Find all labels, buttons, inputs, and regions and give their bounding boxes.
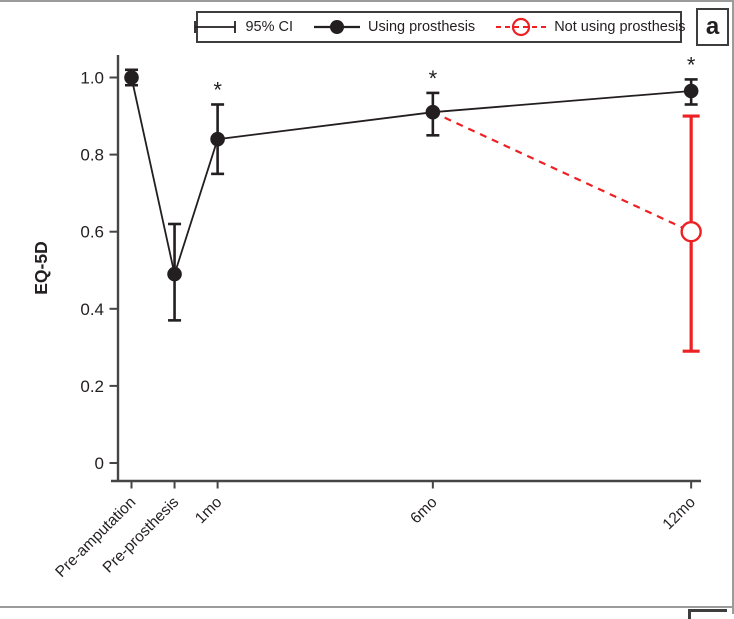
y-tick-label: 1.0	[80, 69, 104, 88]
legend-item-using-prosthesis: Using prosthesis	[313, 18, 475, 36]
open-circle-dashed-line-icon	[496, 17, 547, 37]
legend-label-not-using-prosthesis: Not using prosthesis	[554, 19, 686, 35]
legend-item-95ci: 95% CI	[192, 18, 293, 36]
panel-label-box: a	[696, 8, 729, 46]
figure-border-right	[732, 0, 734, 614]
data-point-using-prosthesis	[210, 131, 225, 147]
legend-label-using-prosthesis: Using prosthesis	[368, 19, 476, 35]
y-tick-label: 0.6	[80, 223, 104, 242]
series-using-prosthesis-line	[130, 77, 692, 278]
error-bar-icon	[194, 21, 237, 33]
x-tick-label: 1mo	[192, 494, 225, 527]
data-point-using-prosthesis	[425, 104, 441, 120]
panel-label: a	[705, 13, 720, 40]
y-tick-label: 0.2	[80, 377, 104, 396]
figure-border-top	[0, 0, 734, 2]
figure-border-bottom	[0, 606, 734, 608]
y-tick-label: 0.8	[80, 146, 104, 165]
legend-item-not-using-prosthesis: Not using prosthesis	[495, 17, 686, 37]
x-tick-label: 12mo	[660, 494, 699, 533]
data-point-not-using-prosthesis	[680, 220, 702, 243]
y-axis-title: EQ-5D	[31, 241, 51, 294]
x-tick-label: Pre-prosthesis	[100, 494, 183, 577]
data-point-using-prosthesis	[167, 266, 182, 282]
filled-circle-line-icon	[314, 20, 360, 34]
series-not-using-prosthesis-line	[432, 111, 692, 233]
data-point-using-prosthesis	[124, 70, 139, 85]
significance-asterisk: *	[213, 77, 222, 102]
chart-legend: 95% CI Using prosthesis Not using prosth…	[194, 11, 686, 43]
data-point-using-prosthesis	[683, 83, 699, 99]
y-tick-label: 0.4	[80, 300, 104, 319]
significance-asterisk: *	[687, 52, 696, 77]
next-panel-box-corner	[688, 609, 727, 619]
x-tick-label: 6mo	[407, 494, 440, 527]
y-tick-label: 0	[95, 454, 104, 473]
significance-asterisk: *	[429, 66, 438, 91]
legend-label-95ci: 95% CI	[245, 19, 293, 35]
